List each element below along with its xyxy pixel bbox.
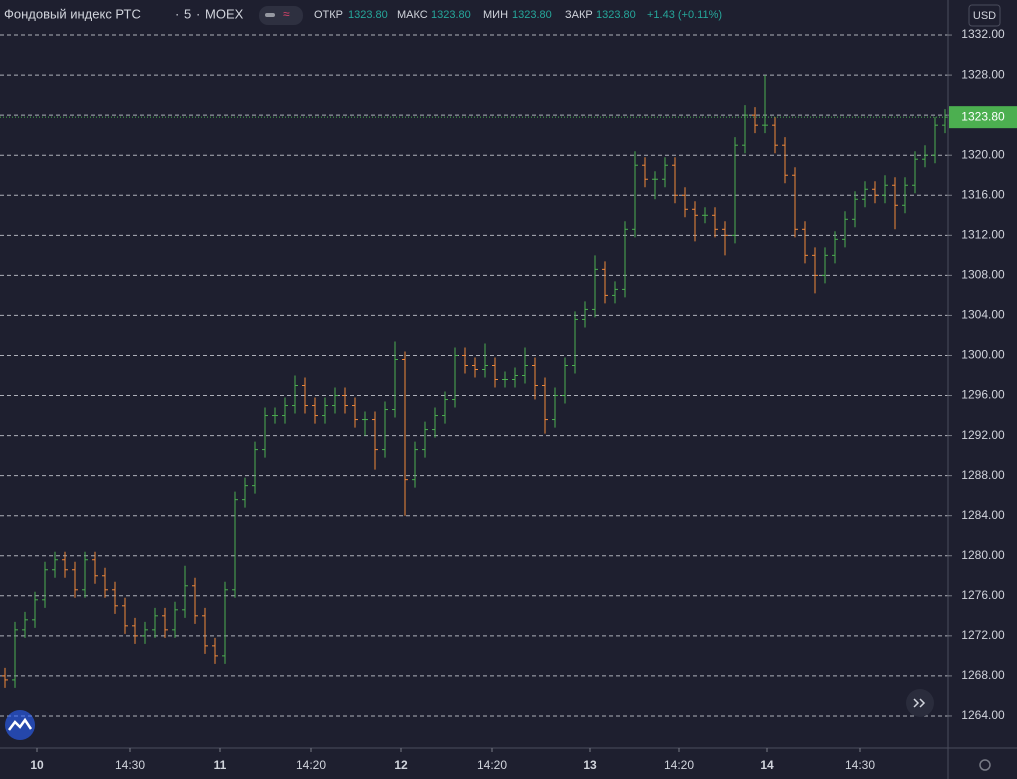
y-tick-label: 1292.00 bbox=[961, 428, 1005, 442]
y-tick-label: 1320.00 bbox=[961, 147, 1005, 161]
x-tick-label: 14:30 bbox=[115, 758, 145, 772]
scroll-button[interactable] bbox=[906, 689, 934, 717]
legend-label: ОТКР bbox=[314, 9, 343, 21]
currency-label: USD bbox=[973, 10, 996, 22]
y-tick-label: 1312.00 bbox=[961, 227, 1005, 241]
y-tick-label: 1300.00 bbox=[961, 348, 1005, 362]
exchange: MOEX bbox=[205, 6, 244, 21]
y-tick-label: 1276.00 bbox=[961, 588, 1005, 602]
y-tick-label: 1332.00 bbox=[961, 27, 1005, 41]
currency-button[interactable] bbox=[968, 4, 1001, 27]
interval: 5 bbox=[184, 6, 191, 21]
status-pill[interactable] bbox=[259, 6, 303, 25]
logo-icon bbox=[8, 717, 33, 731]
y-tick-label: 1328.00 bbox=[961, 67, 1005, 81]
legend-label: МАКС bbox=[397, 9, 428, 21]
separator: · bbox=[196, 6, 200, 21]
separator: · bbox=[175, 6, 179, 21]
legend-label: ЗАКР bbox=[565, 9, 593, 21]
symbol-title: Фондовый индекс РТС bbox=[4, 6, 141, 21]
x-tick-label: 12 bbox=[394, 758, 408, 772]
y-tick-label: 1308.00 bbox=[961, 268, 1005, 282]
x-tick-label: 10 bbox=[30, 758, 44, 772]
x-tick-label: 14 bbox=[760, 758, 774, 772]
x-tick-label: 14:20 bbox=[296, 758, 326, 772]
x-tick-label: 11 bbox=[214, 758, 227, 772]
header: Фондовый индекс РТС · 5 · MOEX ≈ ОТКР 13… bbox=[4, 6, 722, 25]
y-tick-label: 1296.00 bbox=[961, 388, 1005, 402]
legend-value: 1323.80 bbox=[596, 9, 636, 21]
y-tick-label: 1272.00 bbox=[961, 628, 1005, 642]
status-icon bbox=[265, 13, 275, 17]
x-tick-label: 14:30 bbox=[845, 758, 875, 772]
y-tick-label: 1264.00 bbox=[961, 708, 1005, 722]
status-icon: ≈ bbox=[283, 7, 290, 21]
legend-label: МИН bbox=[483, 9, 508, 21]
y-tick-label: 1316.00 bbox=[961, 187, 1005, 201]
x-tick-label: 14:20 bbox=[477, 758, 507, 772]
legend-change: +1.43 (+0.11%) bbox=[647, 9, 722, 21]
legend-value: 1323.80 bbox=[348, 9, 388, 21]
legend-value: 1323.80 bbox=[431, 9, 471, 21]
settings-icon[interactable] bbox=[979, 759, 991, 771]
x-tick-label: 14:20 bbox=[664, 758, 694, 772]
last-price-label: 1323.80 bbox=[961, 109, 1005, 123]
y-tick-label: 1268.00 bbox=[961, 668, 1005, 682]
legend-value: 1323.80 bbox=[512, 9, 552, 21]
y-tick-label: 1284.00 bbox=[961, 508, 1005, 522]
x-tick-label: 13 bbox=[583, 758, 597, 772]
y-tick-label: 1280.00 bbox=[961, 548, 1005, 562]
scroll-icon bbox=[913, 698, 926, 708]
bars bbox=[2, 75, 948, 688]
y-tick-label: 1304.00 bbox=[961, 308, 1005, 322]
y-tick-label: 1288.00 bbox=[961, 468, 1005, 482]
last-price-box bbox=[949, 106, 1017, 129]
